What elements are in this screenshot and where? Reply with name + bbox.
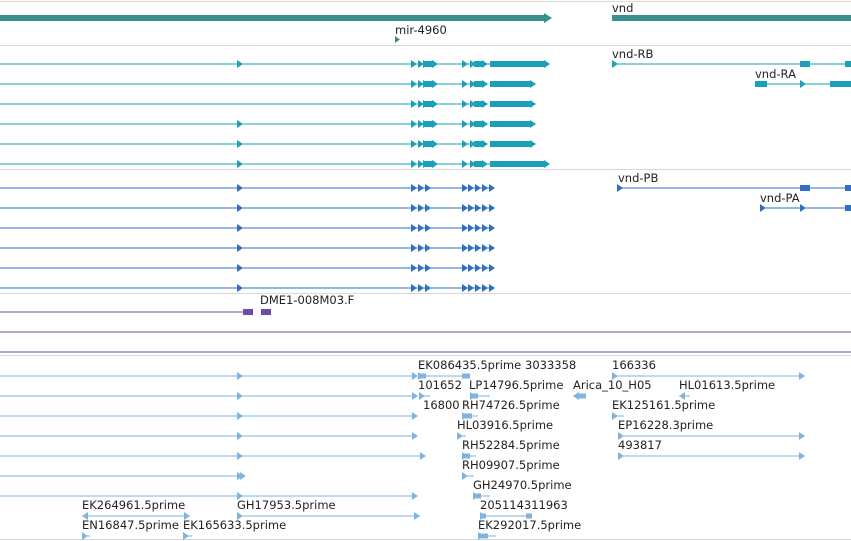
- est-feature[interactable]: [618, 452, 805, 460]
- est-labels: EK086435.5prime 3033358 166336 101652 LP…: [82, 358, 775, 532]
- est-feature[interactable]: [462, 472, 474, 480]
- protein-feature[interactable]: [0, 244, 495, 252]
- gene-feature-mir-4960[interactable]: mir-4960: [395, 23, 447, 43]
- est-label[interactable]: 3033358: [525, 358, 576, 372]
- est-feature[interactable]: [457, 432, 466, 440]
- clone-feature[interactable]: DME1-008M03.F: [0, 293, 354, 315]
- protein-feature-vnd-pa[interactable]: [760, 204, 851, 212]
- transcript-feature[interactable]: [0, 60, 550, 68]
- transcript-feature[interactable]: [0, 80, 536, 88]
- gene-label-vnd: vnd: [612, 1, 633, 15]
- transcript-feature-vnd-ra[interactable]: [755, 80, 851, 88]
- est-feature[interactable]: [612, 412, 624, 420]
- transcript-feature-vnd-rb[interactable]: [612, 60, 851, 68]
- clone-label-dme1-008m03-f: DME1-008M03.F: [260, 293, 354, 307]
- est-label[interactable]: HL03916.5prime: [457, 418, 553, 432]
- transcript-feature[interactable]: [0, 140, 536, 148]
- est-label[interactable]: EK165633.5prime: [183, 518, 286, 532]
- est-feature[interactable]: [237, 512, 420, 520]
- est-label[interactable]: EP16228.3prime: [618, 418, 713, 432]
- est-label[interactable]: GH24970.5prime: [473, 478, 572, 492]
- est-feature[interactable]: [478, 532, 496, 540]
- est-feature[interactable]: [612, 372, 805, 380]
- est-label[interactable]: HL01613.5prime: [679, 378, 775, 392]
- est-feature[interactable]: [618, 432, 805, 440]
- est-feature[interactable]: [0, 472, 246, 480]
- est-label[interactable]: EK086435.5prime: [418, 358, 521, 372]
- gene-feature[interactable]: [0, 13, 552, 23]
- est-label[interactable]: EN16847.5prime: [82, 518, 179, 532]
- est-label[interactable]: RH52284.5prime: [462, 438, 560, 452]
- protein-label-vnd-pa: vnd-PA: [760, 191, 800, 205]
- est-label[interactable]: 205114311963: [480, 498, 568, 512]
- transcript-label-vnd-rb: vnd-RB: [612, 47, 654, 61]
- est-label[interactable]: LP14796.5prime: [469, 378, 563, 392]
- est-label[interactable]: EK292017.5prime: [478, 518, 581, 532]
- est-feature[interactable]: [0, 412, 418, 420]
- protein-feature-vnd-pb[interactable]: [617, 184, 851, 192]
- est-feature[interactable]: [473, 492, 490, 500]
- est-feature[interactable]: [82, 532, 90, 540]
- est-feature[interactable]: [0, 432, 418, 440]
- est-label[interactable]: RH09907.5prime: [462, 458, 560, 472]
- est-label[interactable]: Arica_10_H05: [573, 378, 652, 392]
- protein-feature[interactable]: [0, 284, 495, 292]
- gene-track: mir-4960 vnd: [0, 1, 851, 43]
- est-feature[interactable]: [462, 412, 478, 420]
- est-feature[interactable]: [470, 392, 490, 400]
- est-label[interactable]: 16800: [423, 398, 460, 412]
- est-feature[interactable]: [0, 452, 426, 460]
- est-feature[interactable]: [183, 532, 192, 540]
- est-label[interactable]: 166336: [612, 358, 656, 372]
- transcript-feature[interactable]: [0, 120, 536, 128]
- transcript-label-vnd-ra: vnd-RA: [755, 67, 796, 81]
- est-feature[interactable]: [480, 512, 532, 520]
- est-feature[interactable]: [0, 372, 418, 380]
- transcript-track: [0, 60, 851, 168]
- gene-feature-vnd[interactable]: vnd: [612, 1, 851, 21]
- protein-feature[interactable]: [0, 204, 495, 212]
- est-track: [0, 372, 805, 540]
- protein-track: [0, 184, 851, 292]
- protein-feature[interactable]: [0, 224, 495, 232]
- est-feature[interactable]: [0, 492, 418, 500]
- protein-feature[interactable]: [0, 184, 495, 192]
- est-feature[interactable]: [0, 392, 418, 400]
- transcript-feature[interactable]: [0, 160, 550, 168]
- est-label[interactable]: 101652: [418, 378, 462, 392]
- protein-feature[interactable]: [0, 264, 495, 272]
- est-feature[interactable]: [82, 512, 190, 520]
- est-label[interactable]: GH17953.5prime: [237, 498, 336, 512]
- est-label[interactable]: RH74726.5prime: [462, 398, 560, 412]
- est-feature[interactable]: [419, 392, 430, 400]
- clone-track: DME1-008M03.F: [0, 293, 851, 353]
- est-feature[interactable]: [462, 452, 476, 460]
- est-label[interactable]: EK264961.5prime: [82, 498, 185, 512]
- est-label[interactable]: 493817: [618, 438, 662, 452]
- est-feature[interactable]: [679, 392, 690, 400]
- est-feature[interactable]: [418, 372, 470, 380]
- protein-label-vnd-pb: vnd-PB: [618, 171, 658, 185]
- est-feature[interactable]: [573, 392, 586, 400]
- transcript-feature[interactable]: [0, 100, 536, 108]
- gene-label-mir-4960: mir-4960: [395, 23, 447, 37]
- est-label[interactable]: EK125161.5prime: [612, 398, 715, 412]
